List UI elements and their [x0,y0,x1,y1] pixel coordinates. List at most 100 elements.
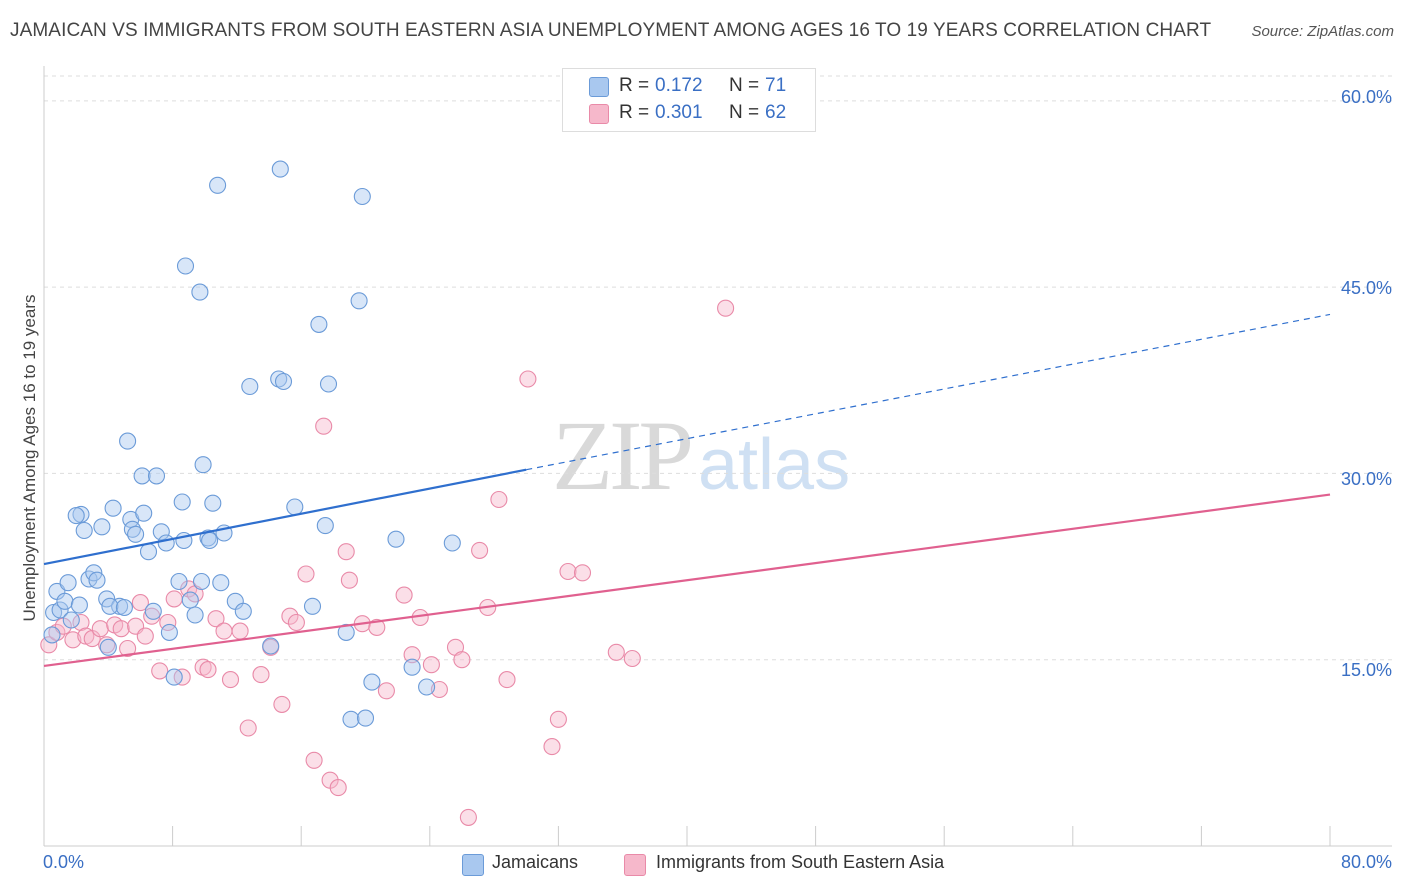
jamaican-point [43,626,61,644]
sea-point [297,565,315,583]
legend-swatch-pink [589,104,609,124]
jamaican-point [147,467,166,485]
jamaican-point [75,521,93,540]
sea-point [165,590,183,608]
sea-point [131,594,149,612]
legend-r-label: R = [619,102,650,123]
jamaican-point [199,529,217,547]
y-tick-label-30: 30.0% [1340,469,1392,489]
sea-point [281,607,299,625]
jamaican-point [115,598,133,617]
jamaican-point [59,574,77,592]
y-tick-label-45: 45.0% [1340,278,1392,298]
sea-point [64,631,82,649]
source-label: Source: ZipAtlas.com [1251,23,1394,40]
sea-trend-line [43,493,1331,668]
legend-n-label: N = [729,102,760,123]
jamaican-point [181,591,199,609]
legend-swatch-blue [589,77,609,97]
jamaican-point [160,623,178,641]
jamaican-point [209,176,227,194]
jamaican-point [70,596,88,614]
jamaican-point [165,668,183,686]
legend-label-sea: Immigrants from South Eastern Asia [656,852,945,872]
jamaican-point [51,601,69,619]
jamaican-point [62,611,80,629]
sea-point [305,751,323,769]
correlation-legend: R = 0.172 N = 71 R = 0.301 N = 62 [562,68,816,132]
jamaican-point [418,678,436,696]
jamaican-point [133,467,151,485]
jamaican-point [56,592,74,610]
jamaican-point [286,498,304,516]
sea-point [273,695,291,713]
sea-point [221,671,240,689]
jamaican-point [170,572,188,591]
jamaican-point [104,499,122,517]
jamaican-point [101,597,119,615]
sea-point [40,636,58,654]
sea-point [329,779,347,797]
sea-point [559,562,577,581]
sea-point [207,610,225,628]
y-axis-label: Unemployment Among Ages 16 to 19 years [20,294,39,622]
jamaican-point [350,292,368,310]
sea-point [607,643,625,661]
sea-point [395,586,413,604]
sea-point [136,627,154,645]
sea-point [490,490,508,509]
sea-point [422,656,440,674]
jamaican-point [204,494,222,512]
jamaican-point [135,504,153,522]
legend-r-value: 0.172 [655,75,703,96]
jamaican-point [152,523,170,541]
sea-point [459,808,477,826]
jamaican-point [144,602,162,620]
jamaican-point [274,372,293,391]
x-tick-label-max: 80.0% [1340,852,1392,872]
jamaican-point [186,606,204,624]
jamaican-trend-line [43,468,527,566]
sea-point [98,636,116,654]
jamaican-point [119,432,137,450]
sea-point [717,299,735,317]
jamaican-point [356,709,375,727]
sea-point [340,571,358,589]
sea-point [231,622,249,640]
sea-point [471,541,489,559]
jamaican-point [241,377,259,396]
jamaican-point [403,658,421,676]
sea-point [430,680,448,699]
jamaican-point [310,315,328,333]
jamaican-point [303,597,322,615]
jamaican-point [192,572,211,591]
jamaican-point [212,574,230,592]
jamaican-point [176,257,195,275]
sea-point [112,620,130,638]
sea-point [623,649,641,668]
jamaican-point [123,520,141,538]
legend-swatch-blue [462,854,484,876]
sea-point [194,658,212,676]
legend-label-jamaicans: Jamaicans [492,852,579,872]
jamaican-point [201,531,219,550]
sea-point [498,671,516,689]
sea-point [519,370,537,388]
jamaican-point [353,187,371,206]
sea-point [151,662,169,680]
jamaican-point [234,602,252,620]
jamaican-point [93,518,111,536]
sea-point [549,710,567,728]
sea-point [239,719,257,737]
jamaican-point [319,375,338,393]
jamaican-point [337,623,355,641]
jamaican-point [139,543,158,561]
jamaican-point [387,530,405,548]
jamaican-point [99,638,117,656]
jamaican-point [67,507,85,525]
jamaican-point [191,283,209,301]
legend-r-value: 0.301 [655,102,703,123]
sea-point [315,417,333,435]
chart-title: JAMAICAN VS IMMIGRANTS FROM SOUTH EASTER… [10,20,1212,41]
y-tick-label-15: 15.0% [1340,660,1392,680]
